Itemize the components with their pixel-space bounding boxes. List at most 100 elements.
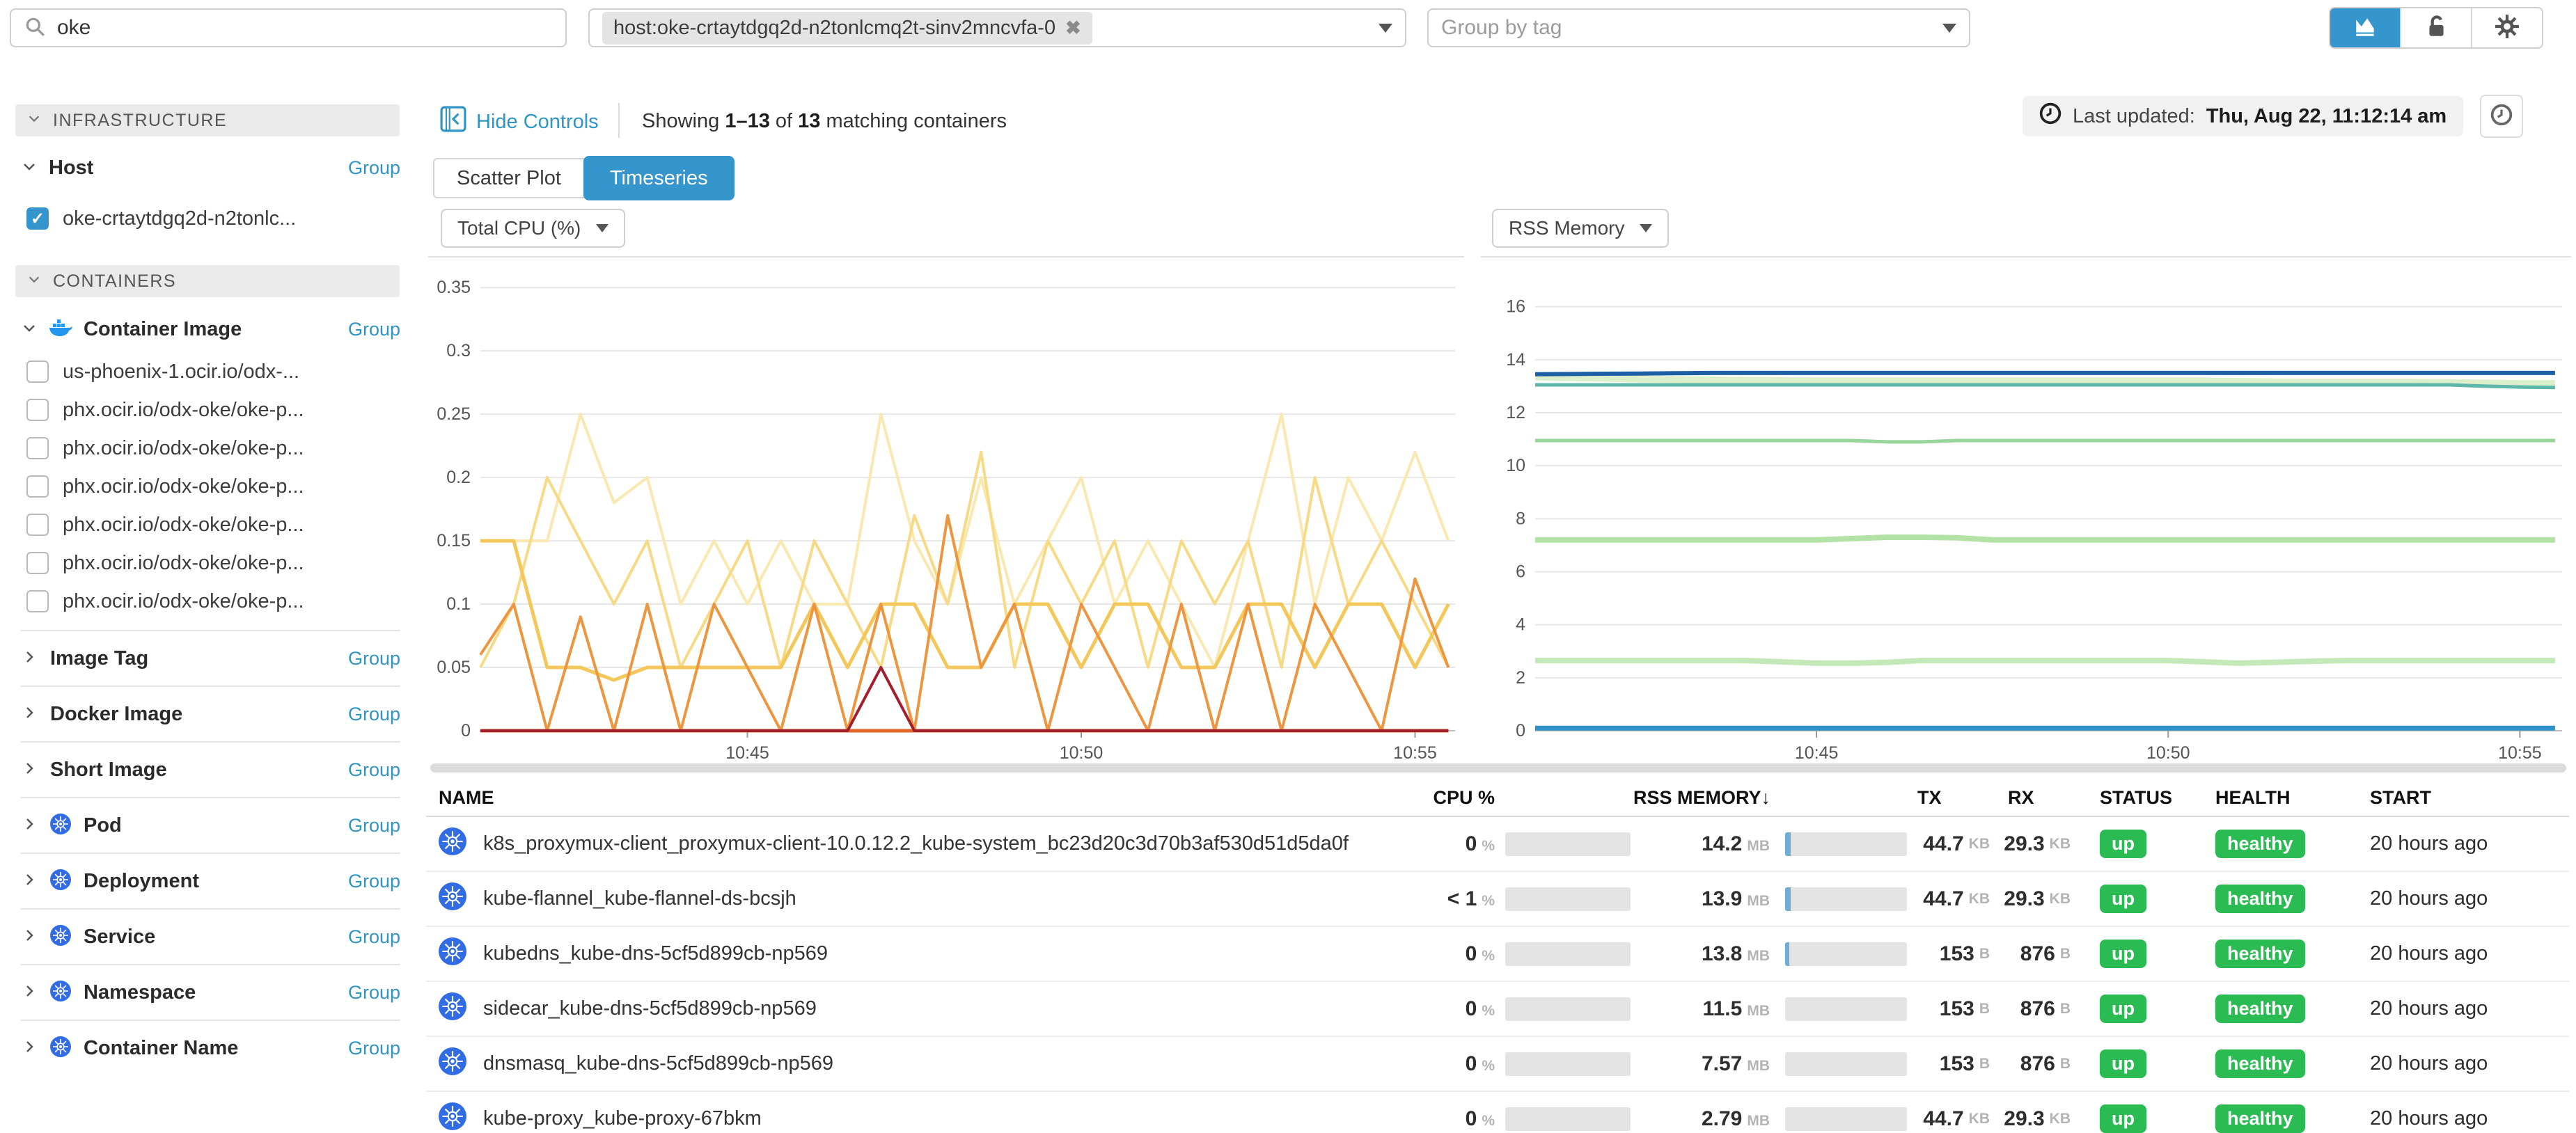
memory-cell: 7.57 MB: [1631, 1052, 1909, 1076]
memory-metric-label: RSS Memory: [1509, 217, 1625, 239]
sidebar-group-image-tag[interactable]: Image Tag Group: [21, 631, 400, 687]
container-image-filter-item[interactable]: phx.ocir.io/odx-oke/oke-p...: [26, 548, 400, 578]
sidebar-group-short-image[interactable]: Short Image Group: [21, 743, 400, 798]
column-header-rss-memory[interactable]: RSS MEMORY ↓: [1631, 787, 1909, 809]
checkbox-unchecked[interactable]: [26, 437, 49, 459]
gear-icon: [2495, 14, 2520, 42]
memory-unit: MB: [1747, 1002, 1770, 1019]
column-header-status[interactable]: STATUS: [2076, 787, 2201, 809]
tab-scatter-plot[interactable]: Scatter Plot: [433, 158, 585, 198]
sidebar-group-docker-image[interactable]: Docker Image Group: [21, 687, 400, 743]
filter-by-input[interactable]: host:oke-crtaytdgq2d-n2tonlcmq2t-sinv2mn…: [588, 8, 1406, 47]
group-action-link[interactable]: Group: [347, 814, 400, 836]
tab-timeseries[interactable]: Timeseries: [583, 156, 735, 200]
cpu-timeseries-chart[interactable]: 0 0.05 0.1 0.15 0.2 0.25 0.3 0.35 10:45 10:50 10:5…: [428, 258, 1466, 779]
column-header-label: NAME: [439, 786, 494, 808]
group-by-tag-select[interactable]: Group by tag: [1427, 8, 1970, 47]
container-image-filter-label: phx.ocir.io/odx-oke/oke-p...: [63, 513, 304, 536]
settings-button[interactable]: [2471, 8, 2542, 47]
sidebar-section-containers[interactable]: CONTAINERS: [15, 265, 400, 297]
table-row[interactable]: sidecar_kube-dns-5cf5d899cb-np569 0% 11.5 M…: [426, 982, 2569, 1037]
group-by-container-image-link[interactable]: Group: [347, 318, 400, 340]
sidebar-group-deployment[interactable]: Deployment Group: [21, 854, 400, 910]
tx-unit: B: [1979, 1055, 1990, 1072]
table-row[interactable]: dnsmasq_kube-dns-5cf5d899cb-np569 0% 7.57 M…: [426, 1037, 2569, 1092]
svg-text:4: 4: [1516, 615, 1525, 635]
checkbox-unchecked[interactable]: [26, 475, 49, 498]
checkbox-unchecked[interactable]: [26, 590, 49, 612]
memory-metric-select[interactable]: RSS Memory: [1492, 209, 1670, 248]
lock-button[interactable]: [2400, 8, 2471, 47]
cpu-unit: %: [1482, 837, 1495, 854]
rx-value: 29.3: [2004, 887, 2045, 910]
container-image-filter-item[interactable]: phx.ocir.io/odx-oke/oke-p...: [26, 509, 400, 540]
host-filter-item[interactable]: ✓ oke-crtaytdgq2d-n2tonlc...: [26, 203, 400, 234]
group-action-link[interactable]: Group: [347, 1037, 400, 1059]
group-action-link[interactable]: Group: [347, 870, 400, 892]
group-action-link[interactable]: Group: [347, 703, 400, 724]
search-query-text: oke: [57, 16, 91, 39]
cpu-metric-select[interactable]: Total CPU (%): [441, 209, 626, 248]
checkbox-unchecked[interactable]: [26, 399, 49, 421]
chart-view-button[interactable]: [2330, 8, 2400, 47]
cpu-unit: %: [1482, 1112, 1495, 1129]
group-label: Pod: [84, 814, 122, 837]
chevron-right-icon: [21, 927, 38, 947]
table-row[interactable]: k8s_proxymux-client_proxymux-client-10.0…: [426, 817, 2569, 872]
tx-unit: KB: [1968, 835, 1990, 852]
table-row[interactable]: kube-proxy_kube-proxy-67bkm 0% 2.79 MB 44.7 K…: [426, 1092, 2569, 1133]
status-cell: up: [2076, 885, 2201, 913]
sidebar-group-service[interactable]: Service Group: [21, 910, 400, 965]
search-icon: [24, 15, 46, 41]
tx-cell: 153 B: [1909, 942, 1994, 966]
memory-usage-bar: [1785, 1107, 1907, 1131]
rx-value: 876: [2020, 1052, 2055, 1075]
cpu-unit: %: [1482, 892, 1495, 909]
column-header-name[interactable]: NAME: [426, 787, 1411, 809]
column-header-tx[interactable]: TX: [1909, 787, 1994, 809]
sidebar-group-container-name[interactable]: Container Name Group: [21, 1021, 400, 1075]
table-row[interactable]: kubedns_kube-dns-5cf5d899cb-np569 0% 13.8 M…: [426, 927, 2569, 982]
sidebar-group-pod[interactable]: Pod Group: [21, 798, 400, 854]
container-name-cell: kubedns_kube-dns-5cf5d899cb-np569: [426, 937, 1411, 971]
group-action-link[interactable]: Group: [347, 926, 400, 947]
series-container-mem-2: [1535, 383, 2555, 390]
container-image-filter-item[interactable]: phx.ocir.io/odx-oke/oke-p...: [26, 586, 400, 617]
remove-tag-icon[interactable]: ✖: [1065, 17, 1081, 38]
container-image-filter-item[interactable]: us-phoenix-1.ocir.io/odx-...: [26, 356, 400, 387]
group-action-link[interactable]: Group: [347, 759, 400, 780]
column-header-health[interactable]: HEALTH: [2201, 787, 2360, 809]
memory-timeseries-chart[interactable]: 0 2 4 6 8 10 12 14 16 10:45 10:50 10:55: [1479, 258, 2576, 779]
hide-controls-button[interactable]: Hide Controls: [440, 106, 599, 138]
column-header-cpu-[interactable]: CPU %: [1411, 787, 1631, 809]
cpu-unit: %: [1482, 1002, 1495, 1019]
checkbox-checked[interactable]: ✓: [26, 207, 49, 230]
rx-cell: 876 B: [1994, 997, 2076, 1021]
horizontal-scrollbar[interactable]: [430, 763, 2566, 772]
sidebar-group-host[interactable]: Host Group: [21, 152, 400, 184]
sidebar-group-container-image[interactable]: Container Image Group: [21, 313, 400, 345]
column-header-rx[interactable]: RX: [1994, 787, 2076, 809]
container-image-filter-item[interactable]: phx.ocir.io/odx-oke/oke-p...: [26, 433, 400, 464]
rx-unit: KB: [2049, 890, 2071, 907]
filter-tag-pill[interactable]: host:oke-crtaytdgq2d-n2tonlcmq2t-sinv2mn…: [602, 11, 1092, 45]
container-image-filter-item[interactable]: phx.ocir.io/odx-oke/oke-p...: [26, 471, 400, 502]
sidebar-section-infrastructure[interactable]: INFRASTRUCTURE: [15, 104, 400, 136]
container-name-cell: dnsmasq_kube-dns-5cf5d899cb-np569: [426, 1047, 1411, 1081]
tx-value: 44.7: [1923, 887, 1964, 910]
container-image-filter-item[interactable]: phx.ocir.io/odx-oke/oke-p...: [26, 395, 400, 425]
checkbox-unchecked[interactable]: [26, 514, 49, 536]
search-input[interactable]: oke: [10, 8, 567, 47]
group-action-link[interactable]: Group: [347, 647, 400, 669]
checkbox-unchecked[interactable]: [26, 552, 49, 574]
group-action-link[interactable]: Group: [347, 981, 400, 1003]
tx-cell: 44.7 KB: [1909, 832, 1994, 856]
start-time: 20 hours ago: [2370, 1107, 2488, 1130]
column-header-start[interactable]: START: [2360, 787, 2569, 809]
series-container-mem-4: [1535, 534, 2555, 543]
time-settings-button[interactable]: [2480, 95, 2523, 138]
group-by-host-link[interactable]: Group: [347, 157, 400, 178]
checkbox-unchecked[interactable]: [26, 360, 49, 383]
sidebar-group-namespace[interactable]: Namespace Group: [21, 965, 400, 1021]
table-row[interactable]: kube-flannel_kube-flannel-ds-bcsjh < 1% 13…: [426, 872, 2569, 927]
